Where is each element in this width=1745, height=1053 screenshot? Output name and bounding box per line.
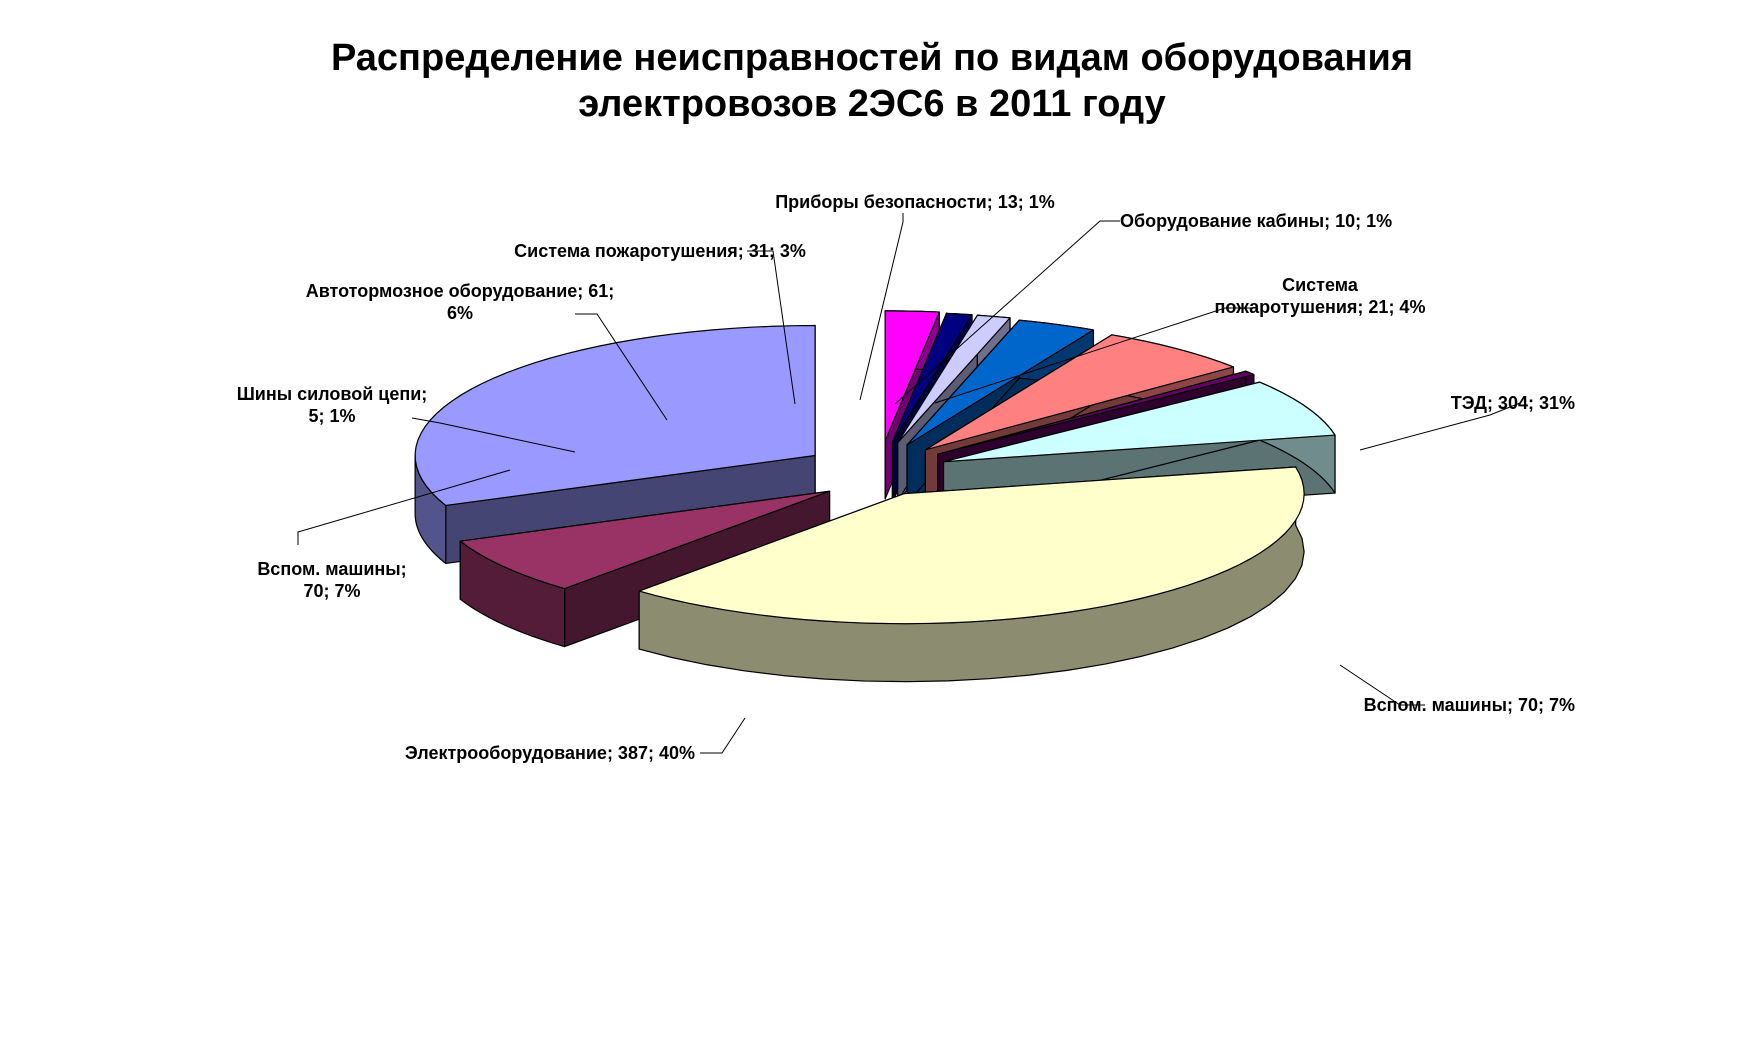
leader-line-4 (297, 469, 511, 545)
data-label-3: Электрооборудование; 387; 40% (405, 743, 695, 763)
pie-slice-top (884, 310, 940, 442)
pie-slice-top (414, 324, 816, 507)
data-label-5: Шины силовой цепи; 5; 1% (237, 384, 428, 426)
pie-slice-top (924, 334, 1235, 451)
pie-slice-top (459, 490, 831, 590)
leader-lines (297, 213, 1521, 754)
pie-slice-top (906, 319, 1095, 446)
pie-slices (414, 310, 1336, 683)
data-label-2: Вспом. машины; 70; 7% (1364, 695, 1575, 715)
pie-slice-top (942, 381, 1336, 463)
leader-line-8 (859, 213, 904, 401)
data-label-4: Вспом. машины; 70; 7% (257, 559, 406, 601)
data-labels: ТЭД; 304; 31% Вспом. машины; 70; 7% Электр… (237, 192, 1575, 763)
data-label-8: Приборы безопасности; 13; 1% (775, 192, 1055, 212)
leader-line-6 (575, 313, 668, 421)
chart-title: Распределение неисправностей по видам об… (331, 37, 1413, 125)
data-label-10: Система пожаротушения; 21; 4% (1215, 275, 1426, 317)
data-label-7: Система пожаротушения; 31; 3% (514, 241, 806, 261)
pie-slice-top (638, 466, 1305, 625)
pie-slice-top (937, 370, 1255, 455)
chart-title-line-1: Распределение неисправностей по видам об… (331, 37, 1413, 79)
data-label-9: Оборудование кабины; 10; 1% (1120, 211, 1392, 231)
leader-line-9 (894, 220, 1120, 405)
pie-slice-2 (459, 490, 831, 648)
leader-line-10 (934, 307, 1258, 404)
pie-slice-top (891, 312, 973, 443)
leader-line-3 (700, 717, 746, 754)
leader-line-1 (1359, 402, 1521, 451)
leader-line-2 (1339, 664, 1425, 706)
chart-title-line-2: электровозов 2ЭС6 в 2011 году (578, 83, 1165, 125)
leader-line-7 (747, 250, 796, 405)
pie-slice-3 (638, 466, 1305, 683)
data-label-6: Автотормозное оборудование; 61; 6% (306, 281, 615, 323)
data-label-1: ТЭД; 304; 31% (1451, 393, 1575, 413)
leader-line-5 (411, 417, 576, 453)
